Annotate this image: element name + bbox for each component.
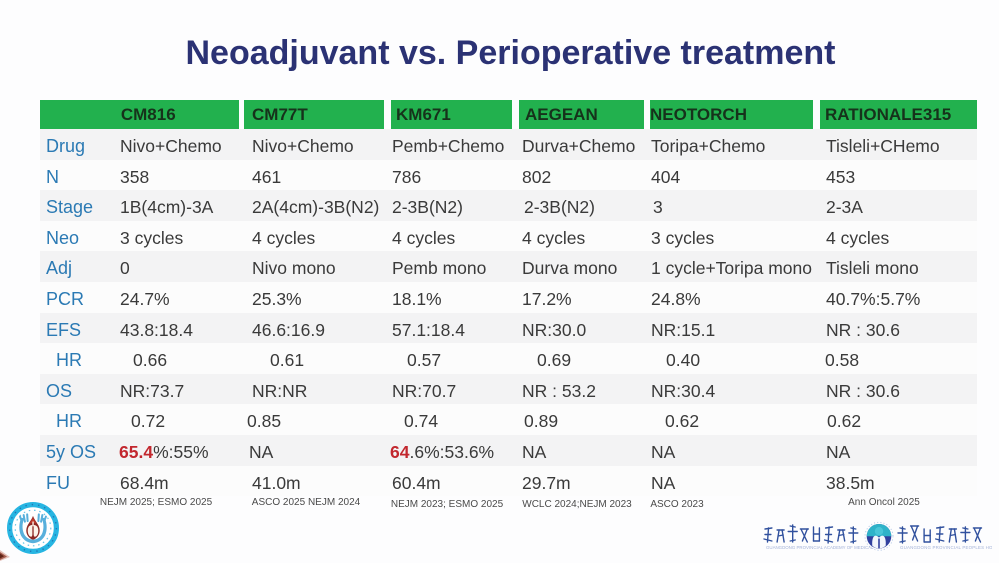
svg-text:GUANGDONG PROVINCIAL PEOPLES H: GUANGDONG PROVINCIAL PEOPLES HOSPITAL (900, 545, 992, 550)
svg-text:GUANGDONG PROVINCIAL ACADEMY O: GUANGDONG PROVINCIAL ACADEMY OF MEDICAL (766, 545, 874, 550)
